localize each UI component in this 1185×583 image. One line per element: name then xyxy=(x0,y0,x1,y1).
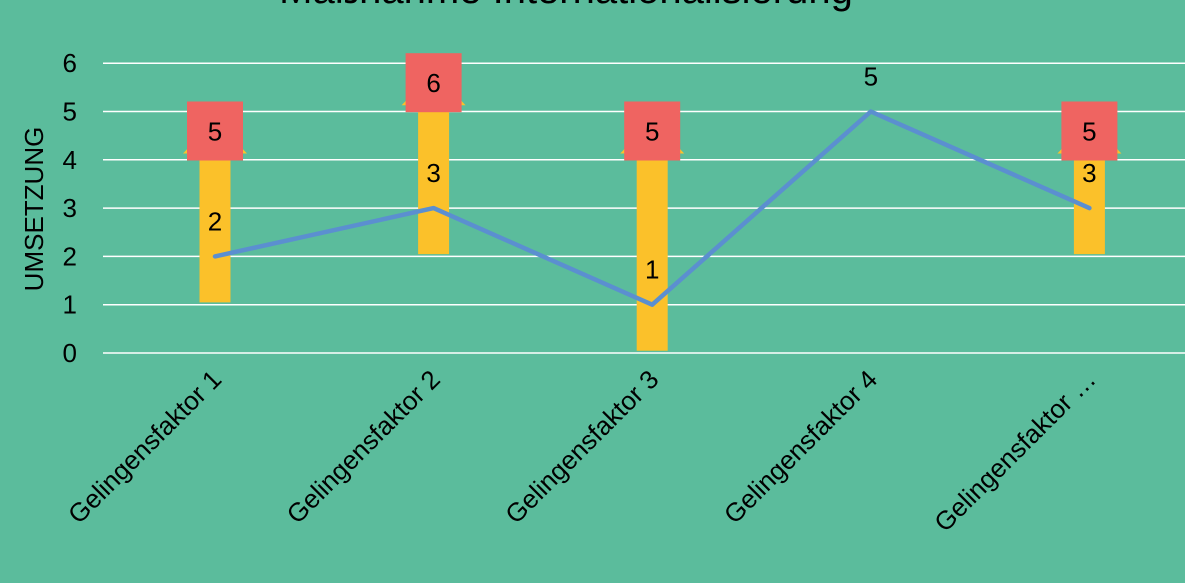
target-label: 5 xyxy=(645,117,659,147)
data-label: 1 xyxy=(645,255,659,285)
x-axis-ticks: Gelingensfaktor 1 Gelingensfaktor 2 Geling… xyxy=(62,364,1102,537)
improvement-arrow xyxy=(183,119,247,303)
series-line xyxy=(212,109,1092,307)
x-tick-label: Gelingensfaktor … xyxy=(928,364,1101,537)
x-tick-label: Gelingensfaktor 2 xyxy=(281,364,446,529)
y-tick-label: 1 xyxy=(63,290,77,320)
target-label: 5 xyxy=(208,117,222,147)
series-line-layer xyxy=(212,109,1092,307)
y-axis-title: UMSETZUNG xyxy=(19,127,49,292)
data-label: 3 xyxy=(426,158,440,188)
x-tick-label: Gelingensfaktor 1 xyxy=(62,364,227,529)
data-labels: 2 3 1 5 3 xyxy=(208,62,1097,285)
y-tick-label: 5 xyxy=(63,97,77,127)
x-tick-label: Gelingensfaktor 3 xyxy=(499,364,664,529)
y-tick-label: 3 xyxy=(63,193,77,223)
data-label: 5 xyxy=(864,62,878,92)
y-tick-label: 2 xyxy=(63,241,77,271)
improvement-arrow xyxy=(401,71,466,255)
target-label: 5 xyxy=(1082,117,1096,147)
target-box xyxy=(405,53,462,113)
x-tick-label: Gelingensfaktor 4 xyxy=(718,364,883,529)
y-tick-label: 0 xyxy=(63,338,77,368)
data-label: 3 xyxy=(1082,158,1096,188)
improvement-arrow xyxy=(620,119,685,351)
target-box xyxy=(1061,101,1118,161)
y-tick-label: 4 xyxy=(63,145,77,175)
data-label: 2 xyxy=(208,206,222,236)
chart-title: Maßnahme Internationalisierung xyxy=(279,0,853,12)
target-label: 6 xyxy=(426,68,440,98)
target-box xyxy=(624,101,681,161)
y-tick-label: 6 xyxy=(63,48,77,78)
target-boxes: 5 6 5 5 xyxy=(187,53,1118,161)
target-box xyxy=(187,101,243,161)
y-axis-ticks: 0 1 2 3 4 5 6 xyxy=(63,48,77,368)
